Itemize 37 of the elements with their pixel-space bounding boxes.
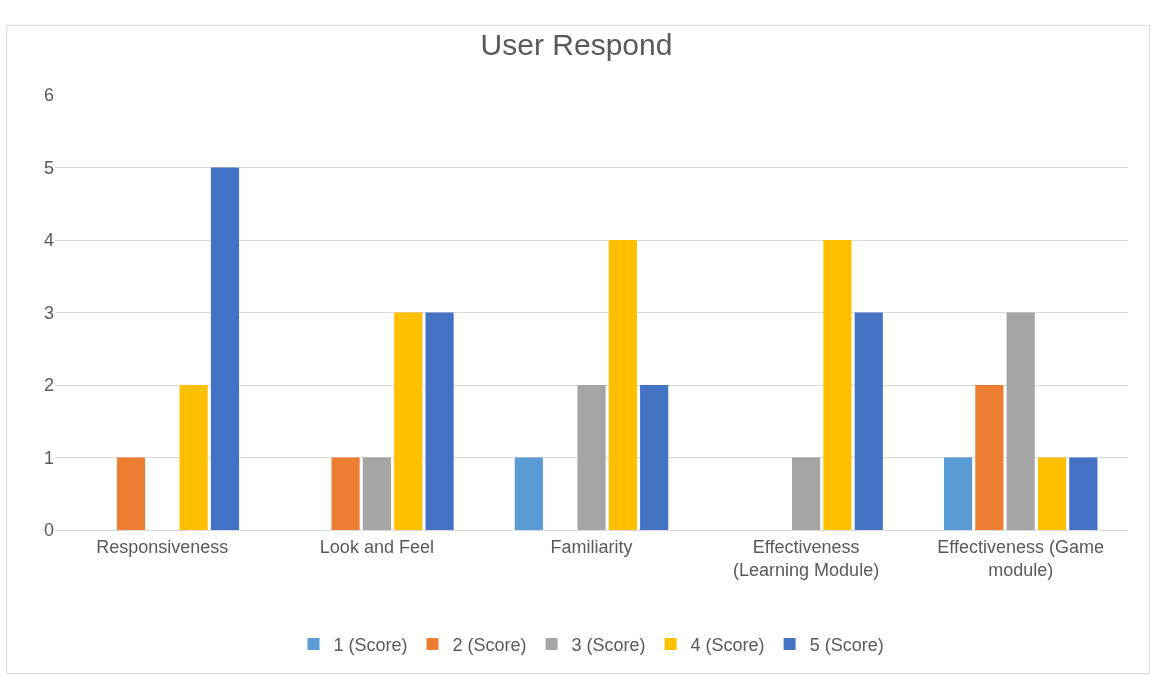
bar bbox=[394, 312, 423, 530]
y-tick-label: 6 bbox=[43, 85, 54, 106]
bar bbox=[640, 385, 669, 530]
legend-label: 1 (Score) bbox=[333, 634, 408, 655]
y-tick-label: 2 bbox=[43, 375, 54, 396]
bar bbox=[1006, 312, 1035, 530]
legend-label: 5 (Score) bbox=[809, 634, 884, 655]
bar bbox=[1037, 457, 1067, 530]
bar bbox=[975, 385, 1004, 530]
y-tick-label: 0 bbox=[43, 520, 54, 541]
bar bbox=[362, 457, 391, 530]
y-tick-label: 5 bbox=[43, 157, 54, 178]
bar bbox=[210, 167, 240, 530]
x-tick-label: Familiarity bbox=[550, 536, 633, 557]
y-tick-label: 4 bbox=[43, 230, 54, 251]
legend-label: 3 (Score) bbox=[571, 634, 646, 655]
bar bbox=[792, 457, 821, 530]
chart-title: User Respond bbox=[480, 27, 673, 61]
bar bbox=[608, 240, 637, 530]
x-tick-label: Responsiveness bbox=[96, 536, 229, 557]
x-tick-label: Effectiveness (Game module) bbox=[937, 536, 1105, 580]
bar bbox=[943, 457, 973, 530]
bar bbox=[179, 385, 208, 530]
legend-label: 2 (Score) bbox=[452, 634, 527, 655]
bar bbox=[425, 312, 454, 530]
legend-label: 4 (Score) bbox=[690, 634, 765, 655]
bar bbox=[514, 457, 543, 530]
bar bbox=[854, 312, 883, 530]
bar bbox=[331, 457, 360, 530]
bar bbox=[577, 385, 606, 530]
y-tick-label: 1 bbox=[43, 447, 54, 468]
x-tick-label: Effectiveness (Learning Module) bbox=[733, 536, 880, 580]
bar bbox=[116, 457, 146, 530]
x-tick-label: Look and Feel bbox=[319, 536, 434, 557]
bar bbox=[823, 240, 852, 530]
bar bbox=[1069, 457, 1098, 530]
y-tick-label: 3 bbox=[43, 302, 54, 323]
